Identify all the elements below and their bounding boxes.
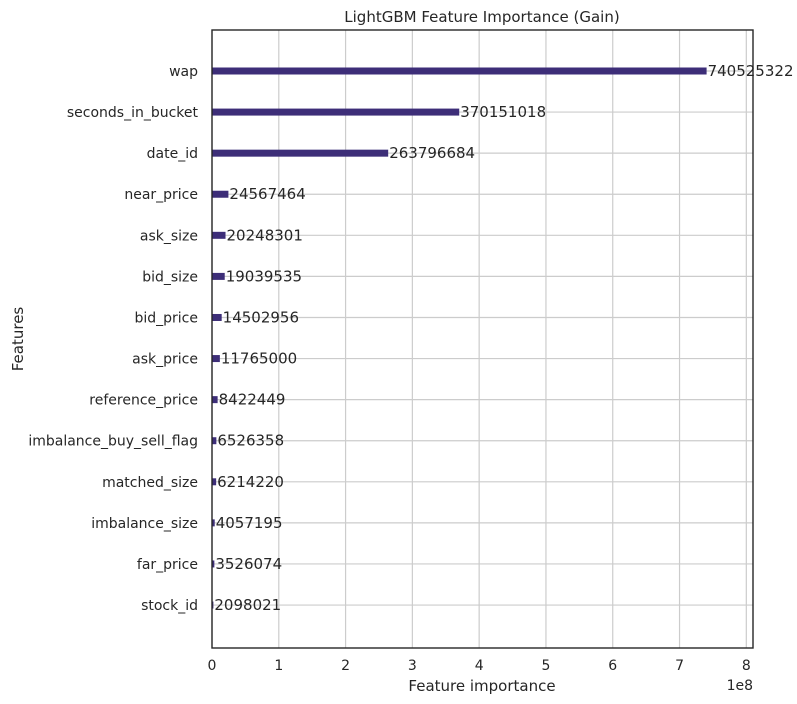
- value-label-date_id: 263796684: [389, 144, 475, 162]
- y-axis-label: Features: [9, 307, 27, 372]
- value-label-reference_price: 8422449: [219, 391, 286, 409]
- x-offset-text: 1e8: [727, 678, 753, 694]
- bar-imbalance_size: [212, 519, 215, 527]
- value-label-imbalance_buy_sell_flag: 6526358: [217, 432, 284, 450]
- x-tick-label: 3: [408, 658, 417, 674]
- x-tick-label: 1: [274, 658, 283, 674]
- value-label-stock_id: 2098021: [214, 596, 281, 614]
- y-tick-label-far_price: far_price: [137, 557, 198, 573]
- y-tick-label-ask_size: ask_size: [140, 228, 198, 244]
- value-label-matched_size: 6214220: [217, 473, 284, 491]
- value-label-wap: 740525322: [708, 62, 794, 80]
- y-tick-label-date_id: date_id: [147, 146, 198, 162]
- y-tick-label-imbalance_size: imbalance_size: [91, 516, 198, 532]
- x-tick-label: 5: [541, 658, 550, 674]
- value-label-ask_size: 20248301: [227, 226, 303, 244]
- x-tick-label: 0: [208, 658, 217, 674]
- bar-reference_price: [212, 396, 218, 404]
- y-tick-label-bid_price: bid_price: [134, 310, 198, 326]
- y-tick-label-near_price: near_price: [124, 187, 198, 203]
- label-layer: 740525322 370151018 263796684 24567464 20248…: [214, 62, 793, 614]
- x-axis-label: Feature importance: [408, 677, 555, 695]
- y-tick-label-reference_price: reference_price: [89, 393, 198, 409]
- x-tick-label: 4: [475, 658, 484, 674]
- bar-seconds_in_bucket: [212, 108, 460, 116]
- bar-bid_size: [212, 272, 225, 280]
- value-label-near_price: 24567464: [229, 185, 305, 203]
- x-tick-label: 2: [341, 658, 350, 674]
- value-label-bid_price: 14502956: [223, 308, 299, 326]
- bar-matched_size: [212, 478, 217, 486]
- y-tick-label-ask_price: ask_price: [132, 352, 198, 368]
- bar-near_price: [212, 190, 229, 198]
- y-tick-label-stock_id: stock_id: [141, 598, 198, 614]
- x-tick-label: 7: [675, 658, 684, 674]
- grid-layer: [211, 30, 753, 648]
- bar-ask_size: [212, 231, 226, 239]
- y-tick-label-imbalance_buy_sell_flag: imbalance_buy_sell_flag: [28, 434, 198, 450]
- chart-title: LightGBM Feature Importance (Gain): [344, 8, 619, 26]
- y-tick-label-wap: wap: [169, 64, 198, 80]
- x-tick-label: 6: [608, 658, 617, 674]
- y-tick-label-bid_size: bid_size: [142, 269, 198, 285]
- bar-stock_id: [212, 601, 214, 609]
- value-label-imbalance_size: 4057195: [216, 514, 283, 532]
- plot-frame: [211, 29, 754, 649]
- value-label-seconds_in_bucket: 370151018: [460, 103, 546, 121]
- bar-imbalance_buy_sell_flag: [212, 437, 217, 445]
- bar-far_price: [212, 560, 215, 568]
- value-label-ask_price: 11765000: [221, 350, 297, 368]
- value-label-bid_size: 19039535: [226, 267, 302, 285]
- bar-layer: [212, 67, 707, 609]
- tick-layer: 0 1 2 3 4 5 6 7 8 wap seconds_in_bucket date_idnear…: [28, 64, 750, 674]
- bar-bid_price: [212, 313, 222, 321]
- y-tick-label-seconds_in_bucket: seconds_in_bucket: [67, 105, 199, 121]
- y-tick-label-matched_size: matched_size: [102, 475, 198, 491]
- bar-ask_price: [212, 355, 220, 363]
- bar-wap: [212, 67, 707, 75]
- value-label-far_price: 3526074: [215, 555, 282, 573]
- x-tick-label: 8: [742, 658, 751, 674]
- bar-date_id: [212, 149, 389, 157]
